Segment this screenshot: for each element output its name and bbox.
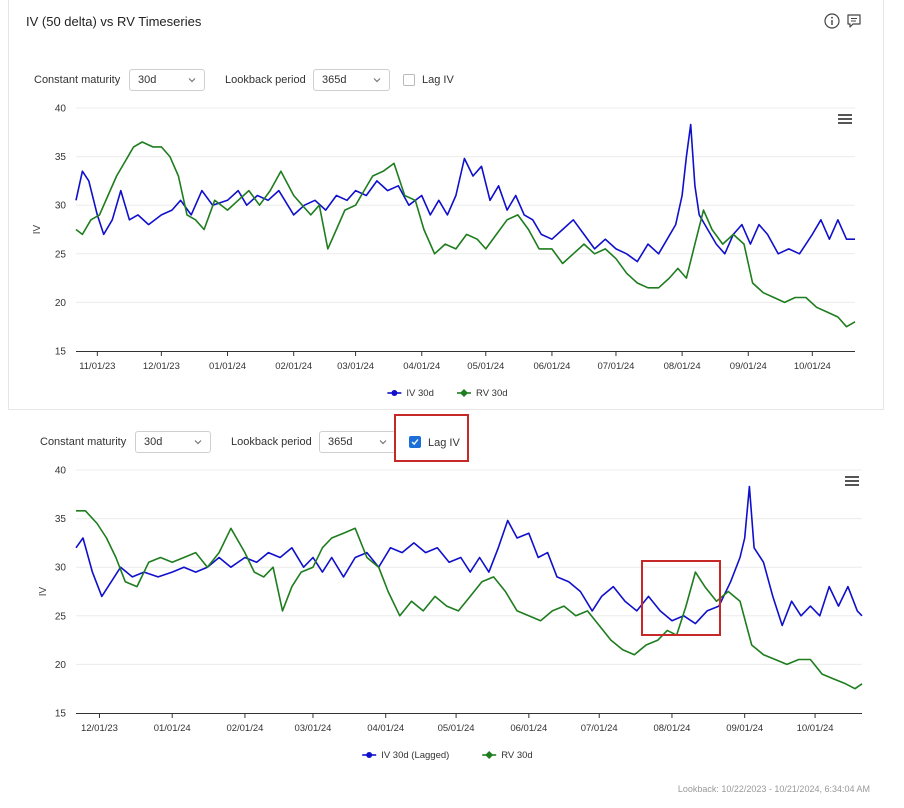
lookback-period-value: 365d bbox=[322, 74, 347, 86]
x-tick-label: 12/01/23 bbox=[81, 723, 118, 734]
top-chart-card bbox=[8, 0, 884, 410]
comment-icon[interactable] bbox=[846, 13, 862, 29]
constant-maturity-value: 30d bbox=[138, 74, 157, 86]
y-tick-label: 30 bbox=[55, 563, 67, 574]
y-axis-label: IV bbox=[38, 586, 49, 596]
chevron-down-icon bbox=[379, 440, 387, 445]
y-tick-label: 30 bbox=[55, 201, 67, 212]
x-tick-label: 02/01/24 bbox=[226, 723, 263, 734]
x-tick-label: 06/01/24 bbox=[533, 361, 570, 372]
constant-maturity-value: 30d bbox=[144, 436, 163, 448]
lag-iv-checkbox[interactable] bbox=[403, 74, 415, 86]
x-tick-label: 09/01/24 bbox=[726, 723, 763, 734]
chevron-down-icon bbox=[373, 78, 381, 83]
y-tick-label: 35 bbox=[55, 152, 67, 163]
y-tick-label: 25 bbox=[55, 611, 67, 622]
x-tick-label: 08/01/24 bbox=[664, 361, 701, 372]
x-tick-label: 01/01/24 bbox=[154, 723, 191, 734]
x-tick-label: 05/01/24 bbox=[467, 361, 504, 372]
chevron-down-icon bbox=[194, 440, 202, 445]
y-tick-label: 20 bbox=[55, 660, 67, 671]
checkmark-icon bbox=[411, 439, 419, 446]
lag-iv-label: Lag IV bbox=[422, 74, 454, 86]
legend-item-rv[interactable]: RV 30d bbox=[457, 388, 508, 399]
lag-iv-label: Lag IV bbox=[428, 437, 460, 449]
y-tick-label: 25 bbox=[55, 249, 67, 260]
legend-item-rv[interactable]: RV 30d bbox=[482, 750, 533, 761]
svg-text:IV 30d: IV 30d bbox=[406, 388, 433, 399]
x-tick-label: 09/01/24 bbox=[730, 361, 767, 372]
x-tick-label: 12/01/23 bbox=[143, 361, 180, 372]
x-tick-label: 02/01/24 bbox=[275, 361, 312, 372]
y-tick-label: 15 bbox=[55, 347, 67, 358]
y-tick-label: 35 bbox=[55, 514, 67, 525]
y-tick-label: 40 bbox=[55, 104, 67, 115]
x-tick-label: 11/01/23 bbox=[79, 361, 115, 372]
series-line-rv bbox=[75, 141, 856, 328]
x-tick-label: 08/01/24 bbox=[653, 723, 690, 734]
constant-maturity-select[interactable]: 30d bbox=[129, 69, 205, 91]
x-tick-label: 04/01/24 bbox=[367, 723, 404, 734]
x-tick-label: 05/01/24 bbox=[438, 723, 475, 734]
page-title: IV (50 delta) vs RV Timeseries bbox=[26, 14, 202, 29]
chevron-down-icon bbox=[188, 78, 196, 83]
chart-menu-icon[interactable] bbox=[838, 114, 852, 126]
x-tick-label: 10/01/24 bbox=[797, 723, 834, 734]
lookback-period-value: 365d bbox=[328, 436, 353, 448]
x-tick-label: 10/01/24 bbox=[794, 361, 831, 372]
x-tick-label: 01/01/24 bbox=[209, 361, 246, 372]
y-tick-label: 40 bbox=[55, 466, 67, 477]
divergence-highlight-box bbox=[641, 560, 721, 636]
series-line-rv bbox=[76, 510, 863, 690]
info-circle-icon[interactable] bbox=[824, 13, 840, 29]
constant-maturity-label: Constant maturity bbox=[40, 436, 127, 448]
x-tick-label: 06/01/24 bbox=[510, 723, 547, 734]
bottom-chart: 15 20 25 30 35 40 12/01/23 01/01/24 02/01/24 03/0… bbox=[38, 466, 863, 761]
x-tick-label: 07/01/24 bbox=[597, 361, 634, 372]
lag-iv-highlight-box bbox=[394, 414, 469, 462]
lookback-period-label: Lookback period bbox=[225, 74, 306, 86]
series-line-iv bbox=[75, 123, 855, 263]
svg-text:RV 30d: RV 30d bbox=[476, 388, 508, 399]
y-tick-label: 15 bbox=[55, 709, 67, 720]
lookback-period-select[interactable]: 365d bbox=[313, 69, 390, 91]
constant-maturity-select[interactable]: 30d bbox=[135, 431, 211, 453]
constant-maturity-label: Constant maturity bbox=[34, 74, 121, 86]
lookback-period-label: Lookback period bbox=[231, 436, 312, 448]
chart-menu-icon[interactable] bbox=[845, 476, 859, 488]
x-tick-label: 07/01/24 bbox=[581, 723, 618, 734]
lookback-footer: Lookback: 10/22/2023 - 10/21/2024, 6:34:… bbox=[677, 784, 870, 794]
svg-text:RV 30d: RV 30d bbox=[501, 750, 533, 761]
svg-text:IV 30d (Lagged): IV 30d (Lagged) bbox=[381, 750, 449, 761]
legend-item-iv[interactable]: IV 30d bbox=[387, 388, 434, 399]
x-tick-label: 04/01/24 bbox=[403, 361, 440, 372]
x-tick-label: 03/01/24 bbox=[294, 723, 331, 734]
series-line-iv bbox=[75, 485, 863, 627]
y-tick-label: 20 bbox=[55, 298, 67, 309]
x-tick-label: 03/01/24 bbox=[337, 361, 374, 372]
lag-iv-checkbox[interactable] bbox=[409, 436, 421, 448]
legend-item-iv[interactable]: IV 30d (Lagged) bbox=[362, 750, 449, 761]
lookback-period-select[interactable]: 365d bbox=[319, 431, 396, 453]
top-chart: 15 20 25 30 35 40 11/01/23 12/01/23 01/01/24 02/0… bbox=[32, 104, 856, 399]
y-axis-label: IV bbox=[32, 224, 43, 234]
